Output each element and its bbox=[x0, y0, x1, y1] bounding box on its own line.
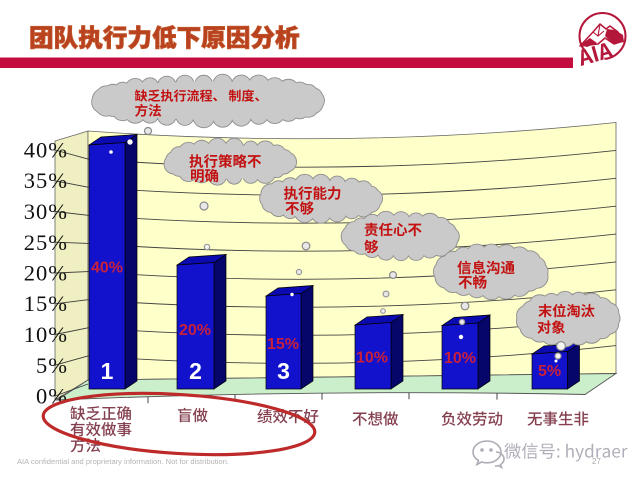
svg-text:AIA confidential and proprieta: AIA confidential and proprietary informa… bbox=[17, 457, 229, 466]
svg-text:1: 1 bbox=[101, 358, 114, 384]
svg-text:5%: 5% bbox=[36, 353, 68, 378]
svg-text:2: 2 bbox=[189, 358, 202, 384]
svg-text:3: 3 bbox=[277, 358, 290, 384]
svg-text:20%: 20% bbox=[179, 322, 211, 339]
svg-text:25%: 25% bbox=[24, 230, 68, 255]
svg-text:5%: 5% bbox=[538, 363, 561, 380]
svg-text:27: 27 bbox=[592, 457, 601, 466]
svg-text:40%: 40% bbox=[91, 260, 123, 277]
svg-text:10%: 10% bbox=[356, 350, 388, 367]
svg-text:15%: 15% bbox=[24, 291, 68, 316]
svg-text:30%: 30% bbox=[24, 199, 68, 224]
svg-text:0%: 0% bbox=[36, 384, 68, 409]
svg-text:15%: 15% bbox=[267, 336, 299, 353]
svg-text:40%: 40% bbox=[24, 138, 68, 163]
svg-text:35%: 35% bbox=[24, 168, 68, 193]
svg-text:10%: 10% bbox=[24, 322, 68, 347]
svg-text:10%: 10% bbox=[444, 350, 476, 367]
svg-text:20%: 20% bbox=[24, 261, 68, 286]
